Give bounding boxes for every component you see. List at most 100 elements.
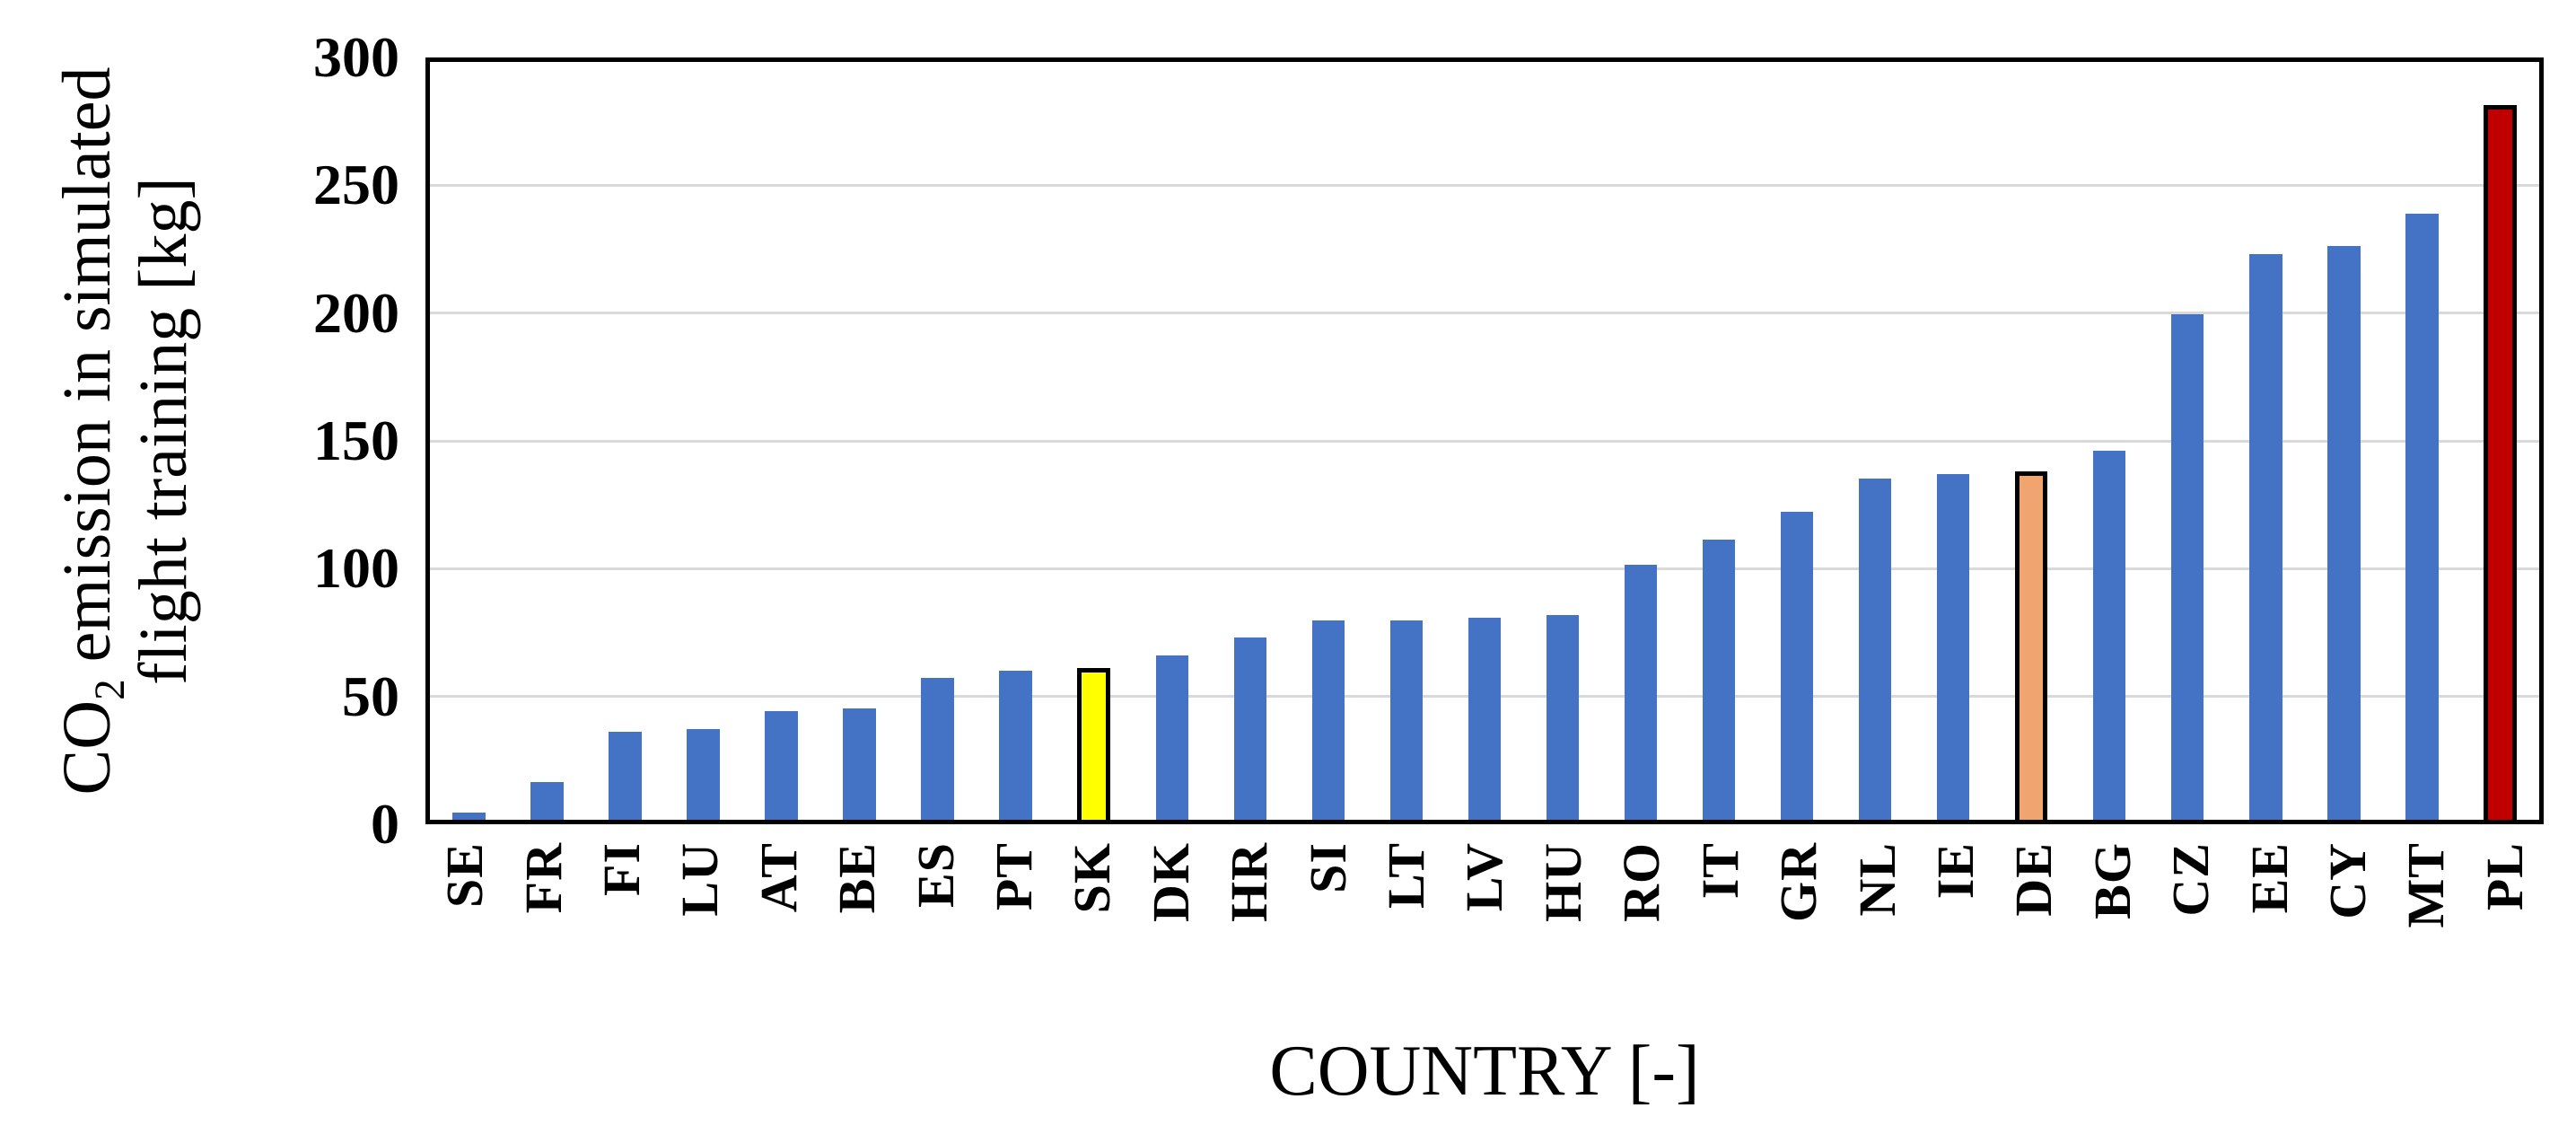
x-tick-label-HU: HU xyxy=(1533,842,1592,922)
x-axis-tick-labels: SE FR FI LU AT BE ES PT SK DK HR SI LT LV HU RO IT GR NL IE… xyxy=(425,842,2544,1049)
bar-PT xyxy=(999,671,1032,820)
x-tick-slot-DE: DE xyxy=(1994,842,2072,1049)
bars-container xyxy=(430,62,2539,820)
x-tick-slot-HR: HR xyxy=(1210,842,1288,1049)
gridline-200 xyxy=(430,312,2539,315)
y-axis-title-line1: CO2 emission in simulated xyxy=(48,66,135,796)
x-tick-slot-LU: LU xyxy=(661,842,739,1049)
x-tick-label-CZ: CZ xyxy=(2161,842,2221,917)
bar-SI xyxy=(1311,620,1345,820)
bar-slot-CY xyxy=(2305,62,2383,820)
y-tick-label-300: 300 xyxy=(313,25,399,89)
y-axis-title-line2: flight training [kg] xyxy=(126,177,201,685)
y-tick-label-50: 50 xyxy=(342,664,399,728)
x-tick-slot-FI: FI xyxy=(583,842,661,1049)
x-tick-slot-DK: DK xyxy=(1132,842,1210,1049)
bar-SK xyxy=(1077,668,1111,820)
y-axis-title: CO2 emission in simulated flight trainin… xyxy=(49,67,202,796)
plot-area xyxy=(425,57,2544,824)
x-tick-label-BG: BG xyxy=(2082,842,2142,919)
bar-slot-IE xyxy=(1914,62,1993,820)
x-tick-slot-PT: PT xyxy=(975,842,1053,1049)
bar-IE xyxy=(1936,473,1970,820)
gridline-150 xyxy=(430,439,2539,443)
bar-HU xyxy=(1546,615,1580,820)
x-tick-label-AT: AT xyxy=(749,842,808,913)
gridline-250 xyxy=(430,183,2539,187)
x-tick-label-IE: IE xyxy=(1925,842,1985,900)
x-tick-slot-IE: IE xyxy=(1916,842,1994,1049)
bar-slot-DE xyxy=(1993,62,2071,820)
bar-slot-MT xyxy=(2383,62,2461,820)
x-tick-slot-SK: SK xyxy=(1053,842,1131,1049)
x-tick-slot-NL: NL xyxy=(1837,842,1915,1049)
x-tick-slot-FR: FR xyxy=(504,842,582,1049)
bar-FR xyxy=(530,781,564,820)
x-tick-slot-RO: RO xyxy=(1602,842,1680,1049)
x-tick-slot-SE: SE xyxy=(425,842,504,1049)
x-tick-label-BE: BE xyxy=(828,842,887,914)
x-tick-slot-PL: PL xyxy=(2466,842,2544,1049)
x-tick-label-HR: HR xyxy=(1220,842,1279,922)
bar-DK xyxy=(1155,655,1189,820)
x-tick-label-ES: ES xyxy=(906,842,965,908)
x-tick-label-PL: PL xyxy=(2475,842,2534,911)
gridline-100 xyxy=(430,567,2539,570)
bar-slot-FR xyxy=(508,62,586,820)
bar-slot-SK xyxy=(1055,62,1133,820)
bar-slot-EE xyxy=(2227,62,2305,820)
bar-SE xyxy=(452,812,486,820)
bar-slot-LV xyxy=(1445,62,1523,820)
bar-HR xyxy=(1233,637,1267,820)
bar-LT xyxy=(1389,620,1424,820)
bar-slot-NL xyxy=(1836,62,1914,820)
bar-FI xyxy=(609,731,642,820)
bar-slot-HU xyxy=(1523,62,1601,820)
x-tick-label-EE: EE xyxy=(2239,842,2299,914)
bar-CZ xyxy=(2170,314,2204,820)
bar-slot-DK xyxy=(1133,62,1211,820)
y-tick-label-250: 250 xyxy=(313,153,399,217)
x-tick-slot-IT: IT xyxy=(1681,842,1759,1049)
x-tick-slot-BE: BE xyxy=(818,842,896,1049)
x-tick-slot-HU: HU xyxy=(1524,842,1602,1049)
bar-slot-BE xyxy=(820,62,898,820)
x-tick-label-CY: CY xyxy=(2318,842,2377,919)
bar-CY xyxy=(2326,246,2361,820)
bar-NL xyxy=(1858,479,1892,820)
bar-slot-GR xyxy=(1758,62,1836,820)
x-tick-slot-BG: BG xyxy=(2073,842,2151,1049)
bar-PL xyxy=(2484,104,2517,820)
y-tick-label-200: 200 xyxy=(313,280,399,345)
bar-BE xyxy=(843,708,876,820)
x-tick-label-SE: SE xyxy=(435,842,495,908)
x-tick-label-MT: MT xyxy=(2396,842,2456,928)
x-tick-label-FR: FR xyxy=(513,842,573,914)
y-tick-label-100: 100 xyxy=(313,536,399,601)
bar-slot-AT xyxy=(742,62,820,820)
x-tick-label-DK: DK xyxy=(1141,842,1200,922)
bar-slot-PL xyxy=(2461,62,2539,820)
x-tick-slot-GR: GR xyxy=(1759,842,1837,1049)
bar-slot-SI xyxy=(1289,62,1367,820)
bar-LV xyxy=(1468,617,1502,820)
x-tick-label-GR: GR xyxy=(1769,842,1828,922)
x-tick-label-SK: SK xyxy=(1063,842,1122,914)
bar-slot-LU xyxy=(664,62,742,820)
x-tick-slot-CZ: CZ xyxy=(2151,842,2230,1049)
bar-slot-FI xyxy=(586,62,664,820)
bar-slot-PT xyxy=(977,62,1055,820)
y-tick-label-0: 0 xyxy=(371,792,399,856)
bar-slot-SE xyxy=(430,62,508,820)
bar-slot-CZ xyxy=(2149,62,2227,820)
x-tick-slot-CY: CY xyxy=(2309,842,2387,1049)
x-tick-slot-ES: ES xyxy=(896,842,974,1049)
x-tick-slot-MT: MT xyxy=(2387,842,2465,1049)
x-tick-label-LV: LV xyxy=(1455,842,1514,912)
x-tick-slot-SI: SI xyxy=(1288,842,1366,1049)
x-tick-label-DE: DE xyxy=(2004,842,2063,917)
bar-MT xyxy=(2405,213,2439,820)
bar-LU xyxy=(687,728,720,820)
y-tick-label-150: 150 xyxy=(313,409,399,472)
